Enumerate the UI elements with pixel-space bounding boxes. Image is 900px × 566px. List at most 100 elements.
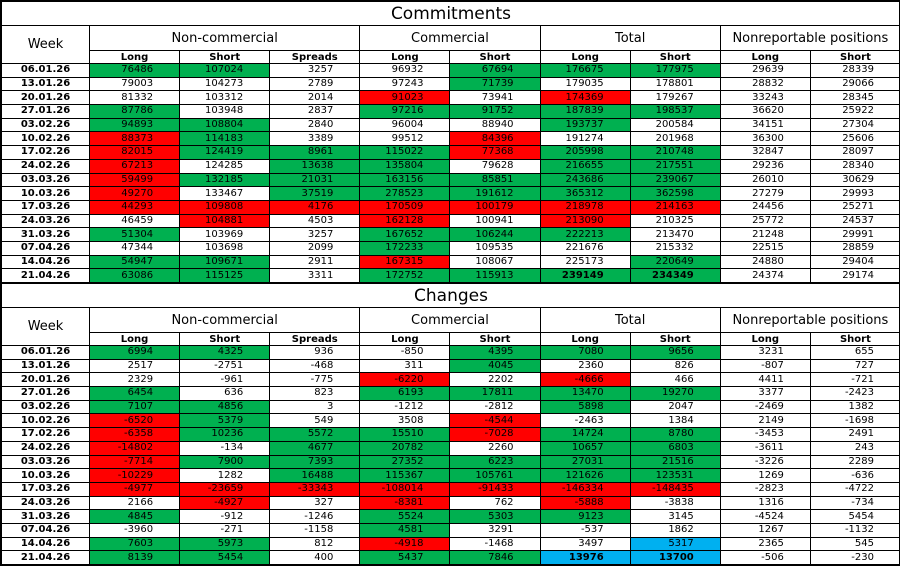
value-cell: 3389 xyxy=(269,131,361,147)
changes-table: Changes Week Non-commercial Commercial Total… xyxy=(1,283,900,565)
value-cell: 5898 xyxy=(539,399,631,415)
value-cell: 88940 xyxy=(449,117,541,133)
value-cell: 135804 xyxy=(359,158,451,174)
value-cell: 936 xyxy=(269,345,361,360)
value-cell: 106244 xyxy=(449,227,541,242)
value-cell: -3611 xyxy=(719,440,811,456)
value-cell: 28832 xyxy=(719,76,811,92)
value-cell: 3145 xyxy=(629,509,721,524)
value-cell: 2365 xyxy=(719,536,811,552)
value-cell: 234349 xyxy=(629,268,721,283)
value-cell: 33243 xyxy=(719,90,811,106)
value-cell: 176675 xyxy=(539,63,631,78)
value-cell: 29174 xyxy=(809,268,900,283)
value-cell: -4977 xyxy=(88,481,181,497)
value-cell: 179035 xyxy=(539,76,631,92)
value-cell: 5454 xyxy=(179,550,271,565)
value-cell: 27352 xyxy=(359,454,451,470)
value-cell: 3508 xyxy=(359,413,451,429)
value-cell: 22515 xyxy=(719,240,811,256)
value-cell: 108804 xyxy=(179,117,271,133)
table-row: 24.03.26 2166 -4927 327 -8381 762 -5888 -3838 13… xyxy=(1,495,900,511)
value-cell: 81332 xyxy=(88,90,181,106)
value-cell: 109808 xyxy=(179,199,271,215)
value-cell: 327 xyxy=(269,495,361,511)
value-cell: 2789 xyxy=(269,76,361,92)
value-cell: 100179 xyxy=(449,199,541,215)
value-cell: 3497 xyxy=(539,536,631,552)
value-cell: 2047 xyxy=(629,399,721,415)
value-cell: -775 xyxy=(269,372,361,388)
value-cell: 812 xyxy=(269,536,361,552)
value-cell: -10229 xyxy=(88,468,181,483)
value-cell: 4411 xyxy=(719,372,811,388)
value-cell: 114183 xyxy=(179,131,271,147)
value-cell: 13976 xyxy=(539,550,631,565)
value-cell: 133467 xyxy=(179,186,271,201)
value-cell: 24880 xyxy=(719,254,811,270)
value-cell: 205998 xyxy=(539,145,631,160)
value-cell: 99512 xyxy=(359,131,451,147)
value-cell: 79003 xyxy=(88,76,181,92)
value-cell: 27031 xyxy=(539,454,631,470)
value-cell: 3257 xyxy=(269,63,361,78)
table-row: 03.02.26 94893 108804 2840 96004 88940 193737 2… xyxy=(1,117,900,133)
week-date: 13.01.26 xyxy=(1,76,90,92)
value-cell: 13700 xyxy=(629,550,721,565)
value-cell: 278523 xyxy=(359,186,451,201)
group-header: Nonreportable positions xyxy=(719,25,900,51)
value-cell: 100941 xyxy=(449,213,541,229)
value-cell: 8780 xyxy=(629,427,721,442)
value-cell: 104273 xyxy=(179,76,271,92)
value-cell: 67694 xyxy=(449,63,541,78)
changes-header: Changes Week Non-commercial Commercial Total… xyxy=(1,283,900,346)
value-cell: 1382 xyxy=(809,399,900,415)
value-cell: 7080 xyxy=(539,345,631,360)
value-cell: 36620 xyxy=(719,104,811,119)
value-cell: 132185 xyxy=(179,172,271,188)
value-cell: -230 xyxy=(809,550,900,565)
value-cell: 163156 xyxy=(359,172,451,188)
commitments-body: 06.01.26 76486 107024 3257 96932 67694 176675 1… xyxy=(1,63,900,283)
value-cell: -134 xyxy=(179,440,271,456)
value-cell: -14802 xyxy=(88,440,181,456)
value-cell: -468 xyxy=(269,358,361,374)
value-cell: 123531 xyxy=(629,468,721,483)
table-row: 24.02.26 67213 124285 13638 135804 79628 21665… xyxy=(1,158,900,174)
value-cell: 1862 xyxy=(629,522,721,538)
value-cell: 5454 xyxy=(809,509,900,524)
column-header: Short xyxy=(629,332,721,346)
value-cell: 9656 xyxy=(629,345,721,360)
value-cell: -4927 xyxy=(179,495,271,511)
value-cell: 29991 xyxy=(809,227,900,242)
table-row: 17.03.26 -4977 -23659 -33343 -108014 -91433 -1… xyxy=(1,481,900,497)
value-cell: 3257 xyxy=(269,227,361,242)
value-cell: 5572 xyxy=(269,427,361,442)
value-cell: 13470 xyxy=(539,386,631,401)
value-cell: 636 xyxy=(179,386,271,401)
value-cell: 63086 xyxy=(88,268,181,283)
value-cell: 115125 xyxy=(179,268,271,283)
value-cell: -5888 xyxy=(539,495,631,511)
value-cell: 2491 xyxy=(809,427,900,442)
table-row: 14.04.26 54947 109671 2911 167315 108067 22517… xyxy=(1,254,900,270)
commitments-header: Commitments Week Non-commercial Commercial T… xyxy=(1,1,900,64)
value-cell: 210748 xyxy=(629,145,721,160)
value-cell: 91023 xyxy=(359,90,451,106)
table-row: 17.03.26 44293 109808 4176 170509 100179 21897… xyxy=(1,199,900,215)
value-cell: -3838 xyxy=(629,495,721,511)
value-cell: -3453 xyxy=(719,427,811,442)
value-cell: 162128 xyxy=(359,213,451,229)
value-cell: 28859 xyxy=(809,240,900,256)
value-cell: 177975 xyxy=(629,63,721,78)
value-cell: 198537 xyxy=(629,104,721,119)
value-cell: 19270 xyxy=(629,386,721,401)
value-cell: 104881 xyxy=(179,213,271,229)
column-header: Short xyxy=(809,332,900,346)
column-header: Spreads xyxy=(269,50,361,64)
table-row: 10.03.26 49270 133467 37519 278523 191612 3653… xyxy=(1,186,900,201)
value-cell: 2202 xyxy=(449,372,541,388)
value-cell: 1316 xyxy=(719,495,811,511)
value-cell: 124419 xyxy=(179,145,271,160)
value-cell: 178801 xyxy=(629,76,721,92)
